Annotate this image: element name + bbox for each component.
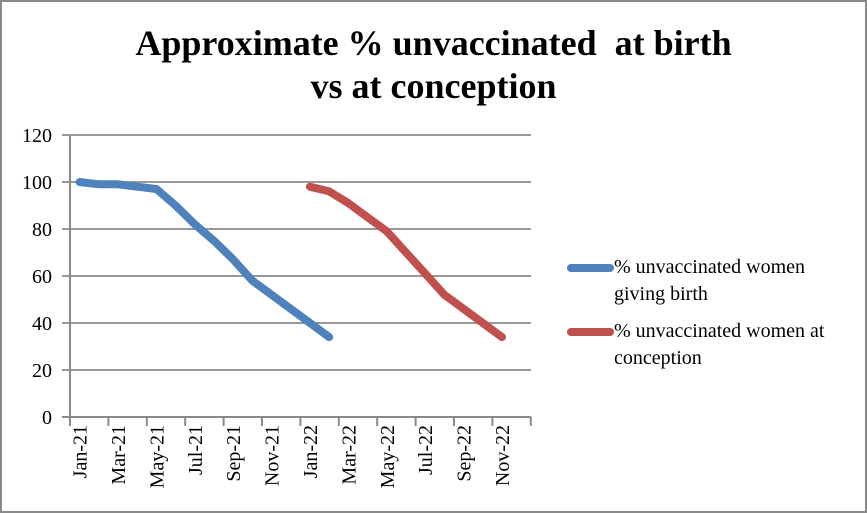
- legend-item-giving-birth: % unvaccinated women giving birth: [567, 254, 865, 308]
- x-axis-tick-label: Jul-21: [185, 425, 207, 475]
- x-axis-tick-label: Jan-21: [70, 425, 92, 478]
- chart-title-line-2: vs at conception: [310, 66, 557, 106]
- legend-item-at-conception: % unvaccinated women at conception: [567, 318, 865, 372]
- chart-title: Approximate % unvaccinated at birth vs a…: [2, 22, 865, 108]
- legend-label-line: giving birth: [614, 283, 708, 305]
- legend-label-line: % unvaccinated women: [614, 256, 806, 278]
- x-axis-tick-label: Jul-22: [415, 425, 437, 475]
- legend-label-at-conception: % unvaccinated women at conception: [614, 318, 856, 372]
- legend: % unvaccinated women giving birth % unva…: [567, 254, 865, 382]
- legend-label-line: % unvaccinated women at: [614, 320, 825, 342]
- y-axis-tick-label: 0: [42, 407, 52, 429]
- x-axis-tick-label: Mar-22: [338, 425, 360, 485]
- x-axis-tick-label: Sep-21: [223, 425, 245, 482]
- chart-title-line-1: Approximate % unvaccinated at birth: [135, 23, 732, 63]
- x-axis-tick-label: May-21: [146, 425, 168, 488]
- y-axis-tick-label: 20: [32, 360, 52, 382]
- x-axis-tick-label: Jan-22: [300, 425, 322, 478]
- y-axis-tick-label: 40: [32, 313, 52, 335]
- x-axis-tick-label: Sep-22: [454, 425, 476, 482]
- series-line-giving-birth: [75, 178, 334, 342]
- y-axis-tick-label: 120: [22, 125, 52, 147]
- series-marker-at-conception-icon: [567, 328, 614, 336]
- y-axis-tick-label: 60: [32, 266, 52, 288]
- series-marker-giving-birth-icon: [567, 264, 614, 272]
- y-axis-tick-label: 100: [22, 172, 52, 194]
- legend-label-giving-birth: % unvaccinated women giving birth: [614, 254, 856, 308]
- x-axis-tick-label: Nov-22: [492, 425, 514, 486]
- y-axis-tick-label: 80: [32, 219, 52, 241]
- x-axis-tick-label: Nov-21: [262, 425, 284, 486]
- x-axis-tick-label: May-22: [377, 425, 399, 488]
- legend-label-line: conception: [614, 347, 702, 369]
- x-axis-tick-label: Mar-21: [108, 425, 130, 485]
- series-line-at-conception: [306, 182, 506, 342]
